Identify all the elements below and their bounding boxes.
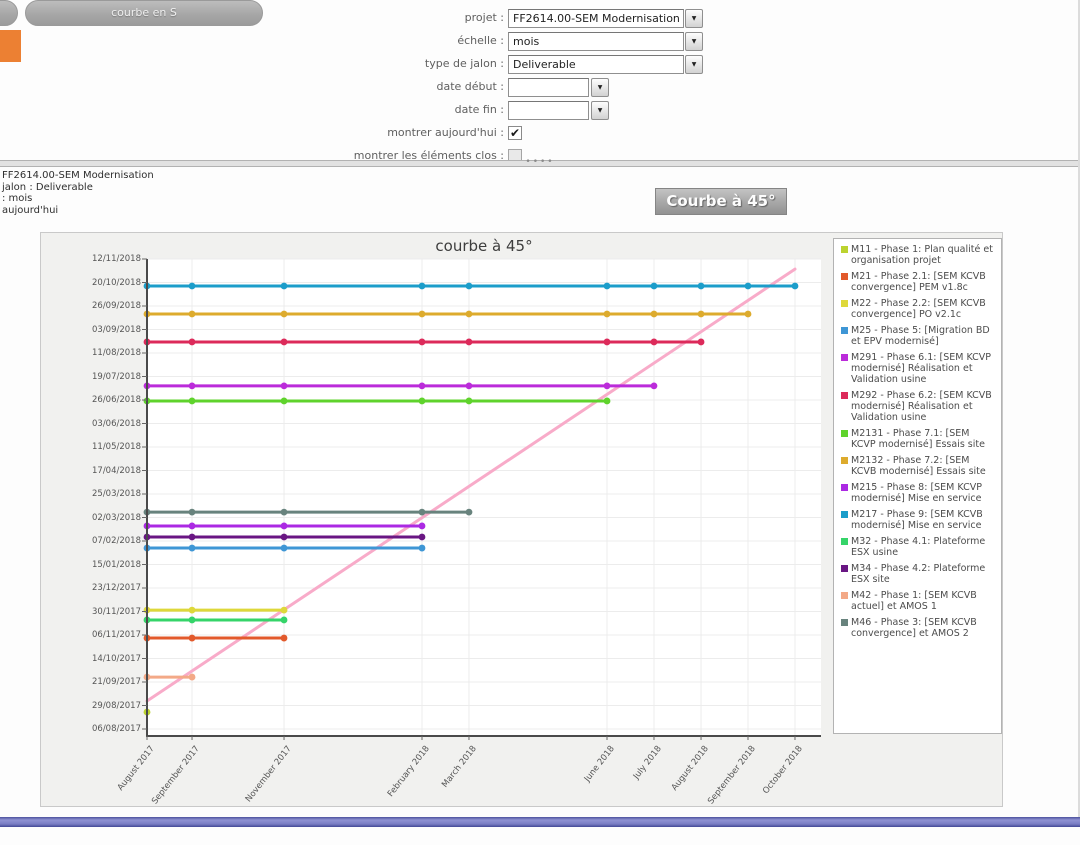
summary-line: : mois bbox=[2, 193, 33, 204]
end-date-label: date fin : bbox=[454, 103, 504, 116]
legend-item: M42 - Phase 1: [SEM KCVB actuel] et AMOS… bbox=[841, 590, 997, 612]
y-axis-label: 02/03/2018 bbox=[92, 512, 141, 523]
legend-item: M34 - Phase 4.2: Plateforme ESX site bbox=[841, 563, 997, 585]
legend-swatch-icon bbox=[841, 565, 848, 572]
legend-item: M2131 - Phase 7.1: [SEM KCVP modernisé] … bbox=[841, 428, 997, 450]
legend-swatch-icon bbox=[841, 538, 848, 545]
y-axis-label: 15/01/2018 bbox=[92, 559, 141, 570]
legend-item: M22 - Phase 2.2: [SEM KCVB convergence] … bbox=[841, 298, 997, 320]
legend-swatch-icon bbox=[841, 392, 848, 399]
previous-button-partial[interactable] bbox=[0, 0, 18, 26]
y-axis-label: 20/10/2018 bbox=[92, 277, 141, 288]
y-axis-label: 03/09/2018 bbox=[92, 324, 141, 335]
legend-label: M11 - Phase 1: Plan qualité et organisat… bbox=[851, 244, 993, 266]
y-axis-label: 25/03/2018 bbox=[92, 489, 141, 499]
y-axis-label: 21/09/2017 bbox=[92, 677, 141, 687]
y-axis-label: 06/08/2017 bbox=[92, 724, 141, 734]
filter-summary: FF2614.00-SEM Modernisation jalon : Deli… bbox=[2, 170, 154, 216]
y-axis-label: 19/07/2018 bbox=[92, 371, 141, 382]
legend-label: M22 - Phase 2.2: [SEM KCVB convergence] … bbox=[851, 298, 986, 320]
milestone-trend-chart: courbe à 45° 12/11/2018 20/10/2018 26/09/2… bbox=[40, 232, 1003, 807]
end-date-select[interactable] bbox=[508, 101, 589, 120]
legend-swatch-icon bbox=[841, 511, 848, 518]
legend-label: M215 - Phase 8: [SEM KCVP modernisé] Mis… bbox=[851, 482, 982, 504]
show-today-label: montrer aujourd'hui : bbox=[387, 126, 504, 139]
chevron-down-icon[interactable]: ▼ bbox=[685, 32, 703, 51]
chevron-down-icon[interactable]: ▼ bbox=[685, 9, 703, 28]
y-axis-label: 14/10/2017 bbox=[92, 653, 141, 664]
legend-label: M291 - Phase 6.1: [SEM KCVP modernisé] R… bbox=[851, 352, 992, 385]
bottom-frame-bar bbox=[0, 817, 1080, 827]
y-axis-label: 11/05/2018 bbox=[92, 442, 141, 452]
milestone-type-select[interactable]: Deliverable bbox=[508, 55, 684, 74]
page-right-edge bbox=[1078, 0, 1080, 817]
legend-item: M46 - Phase 3: [SEM KCVB convergence] et… bbox=[841, 617, 997, 639]
show-today-checkbox[interactable]: ✔ bbox=[508, 126, 522, 140]
y-axis-label: 30/11/2017 bbox=[92, 606, 141, 617]
legend-swatch-icon bbox=[841, 300, 848, 307]
legend-item: M11 - Phase 1: Plan qualité et organisat… bbox=[841, 244, 997, 266]
legend-label: M42 - Phase 1: [SEM KCVB actuel] et AMOS… bbox=[851, 590, 977, 612]
legend-item: M21 - Phase 2.1: [SEM KCVB convergence] … bbox=[841, 271, 997, 293]
legend-item: M32 - Phase 4.1: Plateforme ESX usine bbox=[841, 536, 997, 558]
legend-item: M2132 - Phase 7.2: [SEM KCVB modernisé] … bbox=[841, 455, 997, 477]
legend-swatch-icon bbox=[841, 327, 848, 334]
legend-label: M217 - Phase 9: [SEM KCVB modernisé] Mis… bbox=[851, 509, 983, 531]
legend-label: M2132 - Phase 7.2: [SEM KCVB modernisé] … bbox=[851, 455, 986, 477]
legend-item: M292 - Phase 6.2: [SEM KCVB modernisé] R… bbox=[841, 390, 997, 423]
legend-swatch-icon bbox=[841, 619, 848, 626]
milestone-type-label: type de jalon : bbox=[424, 57, 504, 70]
chart-title: courbe à 45° bbox=[435, 237, 533, 255]
y-axis-label: 06/11/2017 bbox=[92, 630, 141, 640]
project-label: projet : bbox=[464, 11, 504, 24]
y-axis-label: 29/08/2017 bbox=[92, 700, 141, 711]
legend-label: M292 - Phase 6.2: [SEM KCVB modernisé] R… bbox=[851, 390, 992, 423]
legend-swatch-icon bbox=[841, 430, 848, 437]
legend-label: M32 - Phase 4.1: Plateforme ESX usine bbox=[851, 536, 986, 558]
y-axis-label: 26/09/2018 bbox=[92, 301, 141, 311]
project-select[interactable]: FF2614.00-SEM Modernisation bbox=[508, 9, 684, 28]
summary-line: FF2614.00-SEM Modernisation bbox=[2, 170, 154, 181]
legend-swatch-icon bbox=[841, 246, 848, 253]
legend-swatch-icon bbox=[841, 273, 848, 280]
summary-line: jalon : Deliverable bbox=[2, 181, 93, 193]
legend-label: M34 - Phase 4.2: Plateforme ESX site bbox=[851, 563, 986, 585]
y-axis-label: 12/11/2018 bbox=[92, 254, 141, 264]
legend-label: M46 - Phase 3: [SEM KCVB convergence] et… bbox=[851, 617, 977, 639]
start-date-select[interactable] bbox=[508, 78, 589, 97]
legend-label: M21 - Phase 2.1: [SEM KCVB convergence] … bbox=[851, 271, 986, 293]
legend-label: M25 - Phase 5: [Migration BD et EPV mode… bbox=[851, 325, 990, 347]
legend-item: M217 - Phase 9: [SEM KCVB modernisé] Mis… bbox=[841, 509, 997, 531]
legend-swatch-icon bbox=[841, 592, 848, 599]
s-curve-button[interactable]: courbe en S bbox=[25, 0, 263, 26]
legend-swatch-icon bbox=[841, 354, 848, 361]
y-axis-label: 23/12/2017 bbox=[92, 583, 141, 593]
chart-legend: M11 - Phase 1: Plan qualité et organisat… bbox=[833, 238, 1002, 734]
legend-label: M2131 - Phase 7.1: [SEM KCVP modernisé] … bbox=[851, 428, 985, 450]
y-axis-label: 03/06/2018 bbox=[92, 418, 141, 429]
scale-label: échelle : bbox=[457, 34, 504, 47]
chevron-down-icon[interactable]: ▼ bbox=[591, 78, 609, 97]
y-axis-label: 17/04/2018 bbox=[92, 465, 141, 476]
accent-square bbox=[0, 30, 21, 62]
start-date-label: date début : bbox=[436, 80, 504, 93]
curve-45-button[interactable]: Courbe à 45° bbox=[655, 188, 787, 215]
chart-plot-area bbox=[142, 258, 821, 740]
legend-swatch-icon bbox=[841, 457, 848, 464]
legend-swatch-icon bbox=[841, 484, 848, 491]
legend-item: M291 - Phase 6.1: [SEM KCVP modernisé] R… bbox=[841, 352, 997, 385]
pane-splitter[interactable]: •••• bbox=[0, 157, 1080, 167]
y-axis-label: 11/08/2018 bbox=[92, 348, 141, 358]
y-axis-label: 07/02/2018 bbox=[92, 536, 141, 546]
splitter-handle-icon: •••• bbox=[525, 157, 555, 167]
legend-item: M215 - Phase 8: [SEM KCVP modernisé] Mis… bbox=[841, 482, 997, 504]
summary-line: aujourd'hui bbox=[2, 204, 59, 216]
show-closed-label: montrer les éléments clos : bbox=[353, 149, 504, 162]
chevron-down-icon[interactable]: ▼ bbox=[685, 55, 703, 74]
chevron-down-icon[interactable]: ▼ bbox=[591, 101, 609, 120]
y-axis-label: 26/06/2018 bbox=[92, 395, 141, 405]
legend-item: M25 - Phase 5: [Migration BD et EPV mode… bbox=[841, 325, 997, 347]
scale-select[interactable]: mois bbox=[508, 32, 684, 51]
